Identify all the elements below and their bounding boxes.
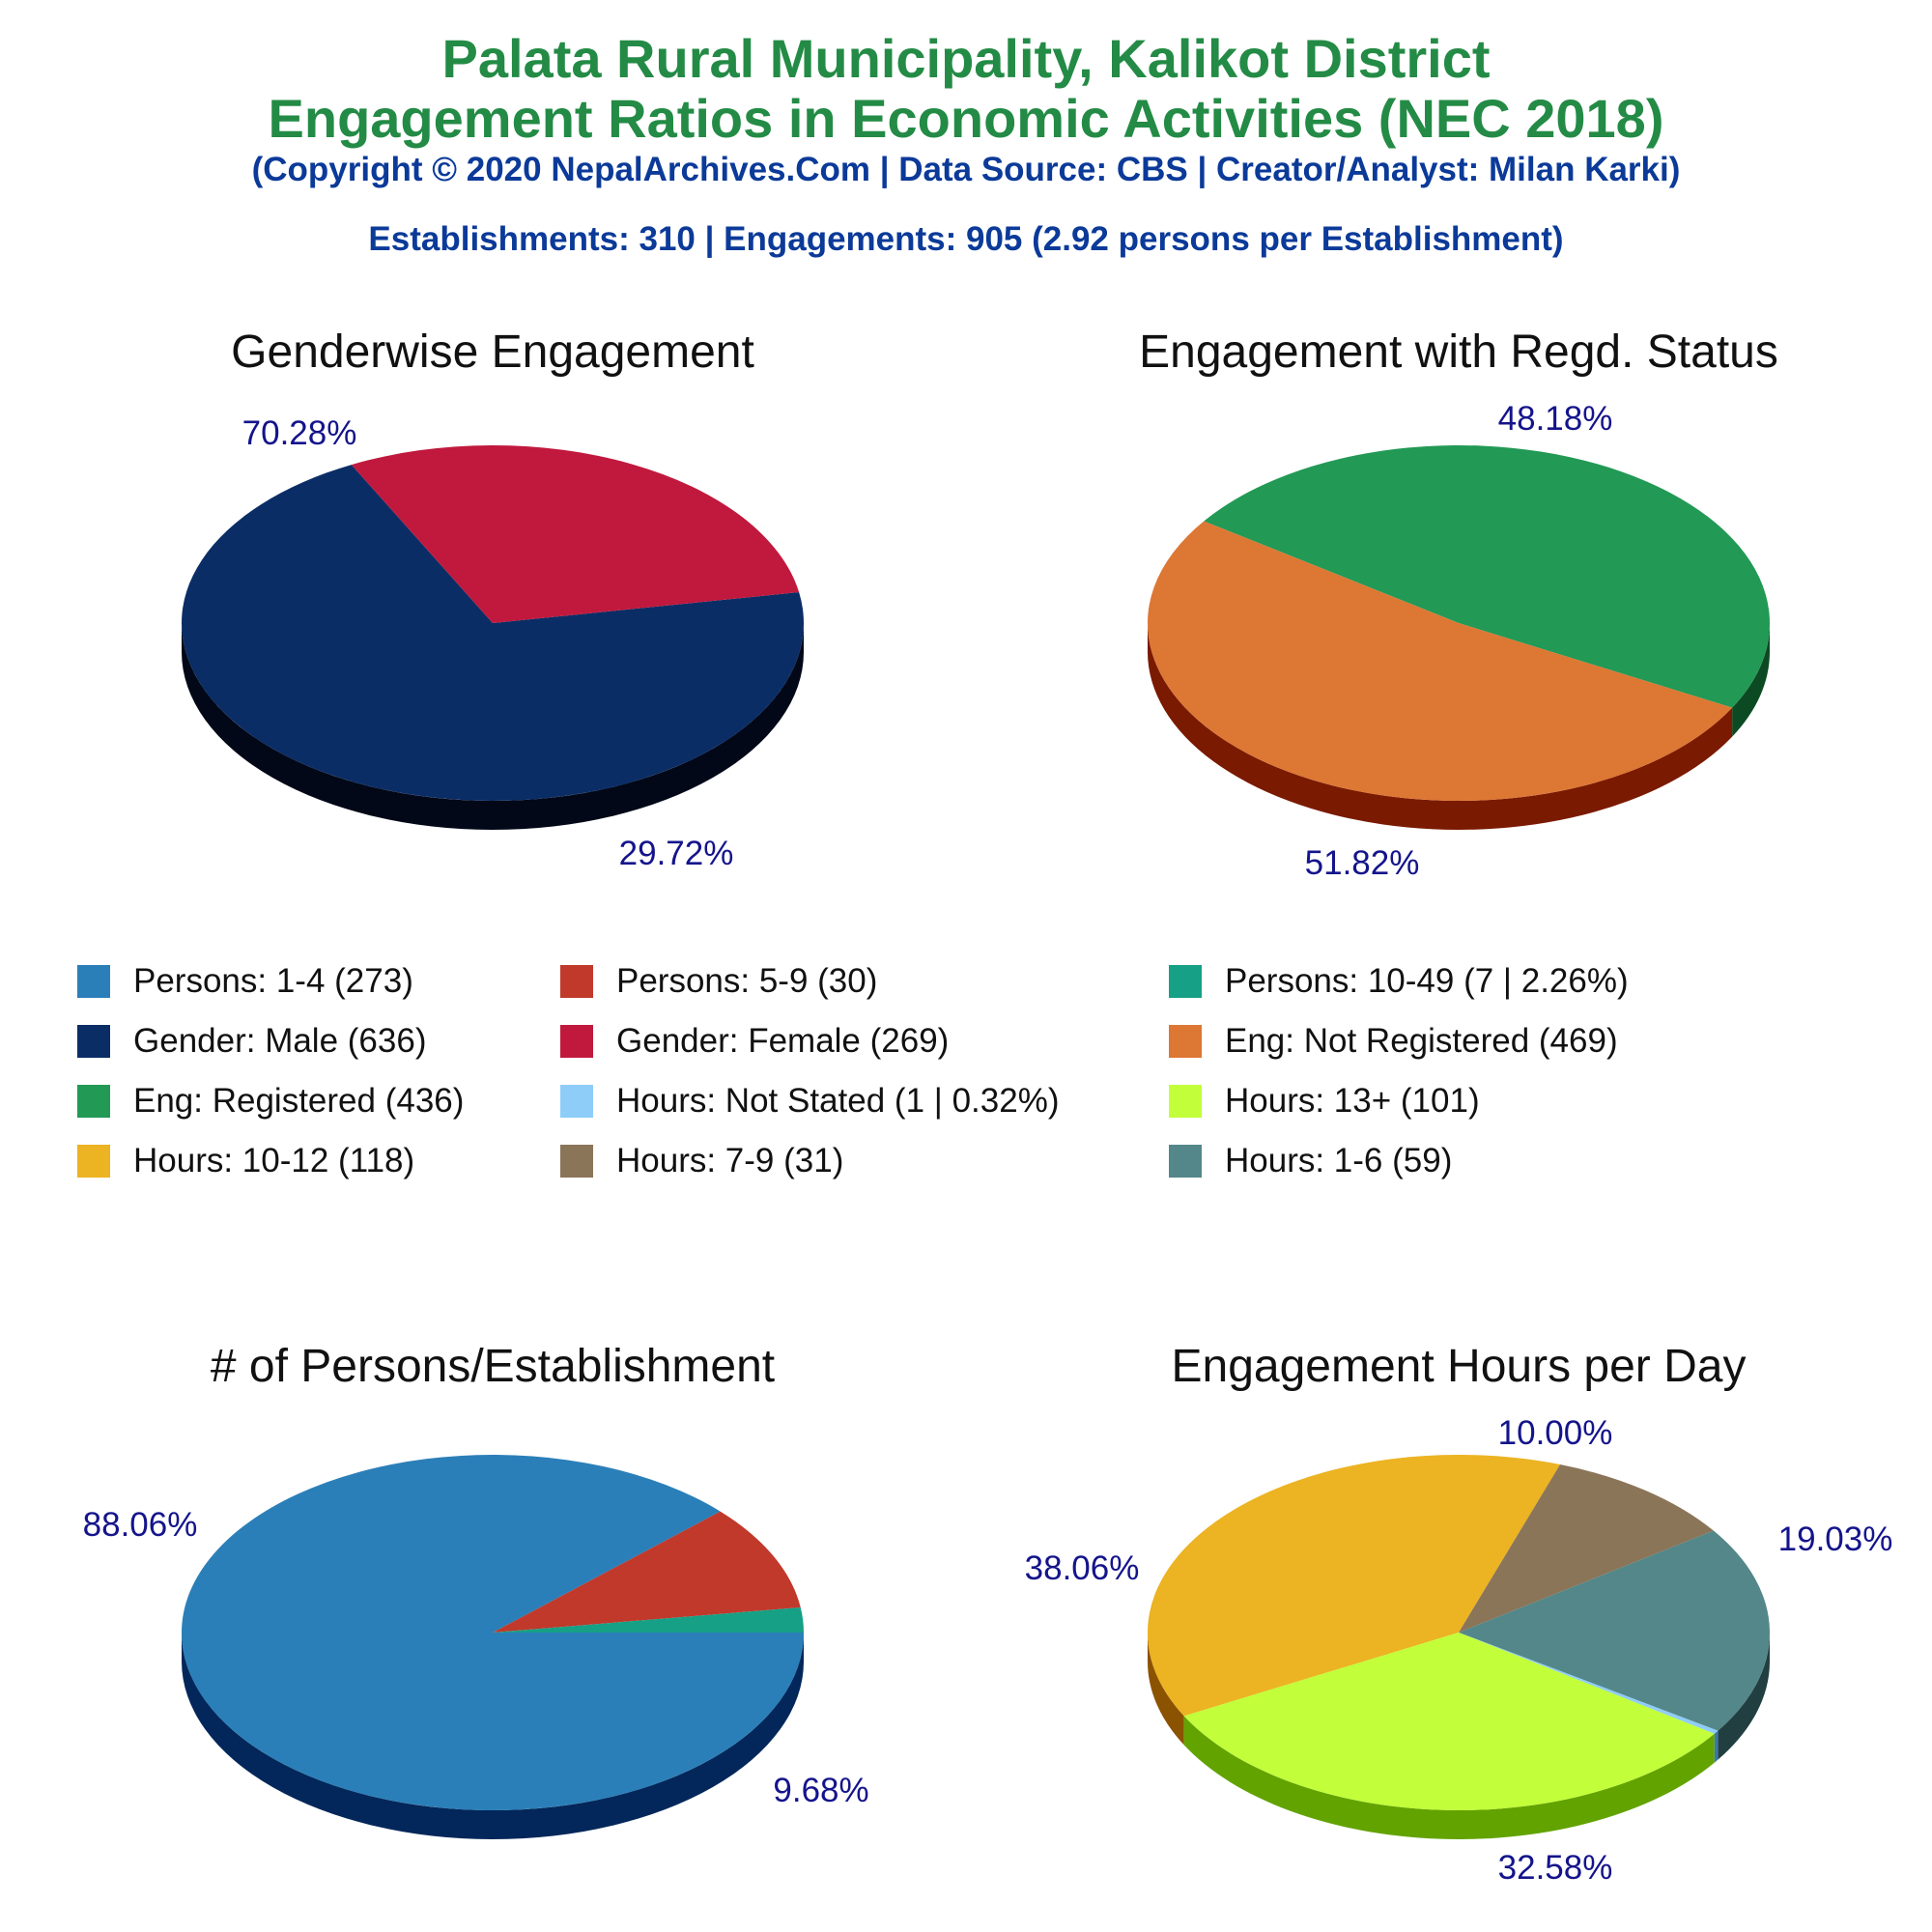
pie-chart-title: # of Persons/Establishment	[211, 1341, 775, 1392]
legend-label: Hours: Not Stated (1 | 0.32%)	[616, 1082, 1060, 1120]
legend-item-hours-10-12-118: Hours: 10-12 (118)	[77, 1142, 414, 1180]
legend-swatch	[560, 1085, 593, 1118]
legend-label: Gender: Female (269)	[616, 1022, 950, 1060]
pie-percent-label: 70.28%	[242, 414, 357, 452]
legend-item-hours-not-stated-1-0-32: Hours: Not Stated (1 | 0.32%)	[560, 1082, 1059, 1121]
legend-label: Persons: 1-4 (273)	[133, 962, 413, 1000]
legend-swatch	[560, 1145, 593, 1178]
pie-chart-genderwise-engagement: Genderwise Engagement 70.28% 29.72%	[182, 327, 804, 872]
legend-label: Hours: 10-12 (118)	[133, 1142, 415, 1179]
legend-item-gender-female-269: Gender: Female (269)	[560, 1022, 949, 1061]
pie-chart-of-persons-establishment: # of Persons/Establishment 88.06% 9.68%	[83, 1341, 869, 1839]
pie-percent-label: 9.68%	[773, 1772, 868, 1809]
legend-label: Gender: Male (636)	[133, 1022, 427, 1060]
pie-percent-label: 32.58%	[1498, 1849, 1613, 1887]
legend-item-hours-1-6-59: Hours: 1-6 (59)	[1169, 1142, 1452, 1180]
legend-swatch	[1169, 1025, 1202, 1058]
pie-slice-persons-5-9	[493, 1511, 801, 1633]
legend-label: Hours: 13+ (101)	[1225, 1082, 1480, 1120]
legend-item-persons-1-4-273: Persons: 1-4 (273)	[77, 962, 413, 1001]
main-title-line-2: Engagement Ratios in Economic Activities…	[268, 88, 1664, 149]
pie-side-hours-10-12	[1148, 1633, 1184, 1746]
legend-item-persons-5-9-30: Persons: 5-9 (30)	[560, 962, 877, 1001]
pie-chart-title: Genderwise Engagement	[231, 327, 754, 378]
legend-item-hours-13-101: Hours: 13+ (101)	[1169, 1082, 1480, 1121]
pie-chart-title: Engagement Hours per Day	[1172, 1341, 1747, 1392]
legend-label: Persons: 5-9 (30)	[616, 962, 878, 1000]
copyright-subtitle: (Copyright © 2020 NepalArchives.Com | Da…	[251, 151, 1681, 188]
pie-side-persons-1-4	[182, 1633, 804, 1839]
pie-slice-gender-female	[351, 444, 800, 623]
pie-percent-label: 29.72%	[619, 835, 734, 872]
pie-side-hours-13	[1183, 1716, 1715, 1839]
pie-percent-label: 48.18%	[1498, 400, 1613, 438]
legend-label: Eng: Not Registered (469)	[1225, 1022, 1618, 1060]
legend-swatch	[1169, 1145, 1202, 1178]
pie-side-walls	[1148, 623, 1770, 831]
pie-slice-hours-not-stated	[1459, 1633, 1719, 1734]
pie-slice-eng-registered	[1204, 444, 1771, 708]
pie-side-eng-not-registered	[1148, 623, 1733, 831]
pie-side-hours-1-6	[1718, 1633, 1770, 1760]
pie-slice-hours-13	[1183, 1633, 1715, 1810]
legend-swatch	[77, 1025, 110, 1058]
pie-slice-eng-not-registered	[1147, 521, 1733, 801]
pie-chart-engagement-hours-per-day: Engagement Hours per Day 38.06% 10.00% 19.0…	[1025, 1341, 1893, 1887]
pie-slice-hours-7-9	[1459, 1464, 1714, 1633]
legend-label: Eng: Registered (436)	[133, 1082, 465, 1120]
pie-slice-hours-10-12	[1147, 1455, 1561, 1717]
pie-side-hours-not-stated	[1714, 1730, 1719, 1763]
legend-swatch	[1169, 1085, 1202, 1118]
establishment-stats: Establishments: 310 | Engagements: 905 (…	[368, 220, 1564, 258]
pie-percent-label: 88.06%	[83, 1506, 198, 1544]
pie-percent-label: 51.82%	[1305, 844, 1420, 882]
pie-slice-persons-1-4	[181, 1455, 804, 1811]
pie-percent-label: 10.00%	[1498, 1414, 1613, 1452]
legend-item-gender-male-636: Gender: Male (636)	[77, 1022, 426, 1061]
legend-label: Hours: 1-6 (59)	[1225, 1142, 1453, 1179]
legend-label: Hours: 7-9 (31)	[616, 1142, 844, 1179]
pie-chart-title: Engagement with Regd. Status	[1139, 327, 1778, 378]
main-title-line-1: Palata Rural Municipality, Kalikot Distr…	[441, 28, 1491, 89]
legend-item-hours-7-9-31: Hours: 7-9 (31)	[560, 1142, 843, 1180]
legend-swatch	[77, 1145, 110, 1178]
pie-side-walls	[1148, 1633, 1770, 1839]
pie-side-walls	[182, 1633, 804, 1839]
pie-chart-engagement-with-regd-status: Engagement with Regd. Status 48.18% 51.82%	[1139, 327, 1778, 882]
pie-percent-label: 38.06%	[1025, 1549, 1140, 1587]
pie-slice-hours-1-6	[1459, 1530, 1770, 1731]
legend-item-eng-registered-436: Eng: Registered (436)	[77, 1082, 464, 1121]
pie-slice-persons-10-49	[493, 1606, 804, 1633]
pie-side-gender-male	[182, 623, 804, 830]
legend-item-eng-not-registered-469: Eng: Not Registered (469)	[1169, 1022, 1618, 1061]
legend-swatch	[560, 965, 593, 998]
legend-swatch	[1169, 965, 1202, 998]
pie-percent-label: 19.03%	[1778, 1520, 1893, 1558]
pie-side-walls	[182, 623, 804, 830]
legend-swatch	[560, 1025, 593, 1058]
legend-label: Persons: 10-49 (7 | 2.26%)	[1225, 962, 1629, 1000]
chart-header: Palata Rural Municipality, Kalikot Distr…	[0, 29, 1932, 261]
legend-swatch	[77, 965, 110, 998]
pie-slice-gender-male	[182, 465, 804, 801]
legend-item-persons-10-49-7-2-26: Persons: 10-49 (7 | 2.26%)	[1169, 962, 1629, 1001]
legend-swatch	[77, 1085, 110, 1118]
pie-side-eng-registered	[1732, 623, 1770, 737]
